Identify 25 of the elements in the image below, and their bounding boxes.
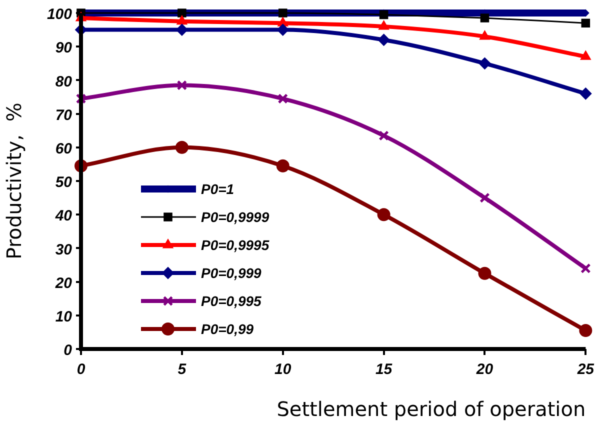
x-tick-label: 15 [375, 361, 393, 378]
y-tick-label: 100 [46, 6, 73, 24]
y-tick-label: 20 [54, 274, 73, 292]
y-tick-label: 30 [55, 241, 73, 258]
legend-label: P0=0,9999 [201, 208, 270, 225]
x-tick-label: 25 [576, 361, 595, 378]
y-tick-label: 90 [55, 40, 73, 57]
y-tick-label: 60 [55, 140, 73, 158]
x-tick-label: 10 [274, 361, 292, 378]
legend-label: P0=1 [201, 180, 234, 197]
x-tick-label: 20 [475, 361, 494, 378]
y-axis-title: Productivity, % [2, 102, 26, 260]
legend-label: P0=0,995 [201, 292, 262, 309]
x-tick-label: 5 [178, 361, 187, 378]
legend-label: P0=0,9995 [201, 236, 270, 253]
y-tick-label: 40 [54, 208, 73, 225]
x-axis-title: Settlement period of operation [276, 397, 586, 422]
y-tick-label: 50 [55, 174, 73, 192]
y-tick-label: 70 [55, 106, 73, 124]
y-tick-label: 10 [55, 308, 73, 326]
y-tick-label: 80 [55, 73, 73, 90]
legend-label: P0=0,99 [201, 320, 254, 337]
legend-label: P0=0,999 [201, 264, 262, 281]
x-tick-label: 0 [76, 361, 86, 378]
y-tick-label: 0 [64, 342, 73, 360]
